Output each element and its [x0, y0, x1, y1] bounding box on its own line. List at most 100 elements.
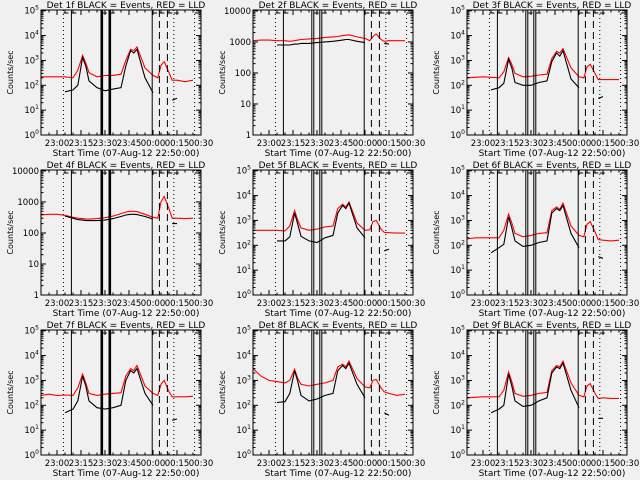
y-tick-exponent: 2 [247, 399, 251, 406]
y-tick-exponent: 0 [461, 289, 465, 296]
y-tick-label: 105 [450, 165, 465, 177]
x-tick-label: 23:00 [471, 459, 496, 469]
x-axis-label: Start Time (07-Aug-12 22:50:00) [479, 469, 626, 479]
x-tick-label: 23:45 [329, 139, 354, 149]
x-tick-label: 23:15 [495, 299, 520, 309]
y-tick-exponent: 2 [461, 239, 465, 246]
y-axis-label: Counts/sec [218, 210, 227, 254]
x-tick-label: 23:45 [543, 299, 568, 309]
y-tick-exponent: 4 [247, 190, 251, 197]
y-tick-exponent: 3 [247, 374, 251, 381]
x-tick-label: 00:00 [353, 459, 378, 469]
x-tick-label: 23:15 [69, 299, 94, 309]
y-tick-label: 101 [450, 424, 465, 436]
y-axis-label: Counts/sec [6, 50, 15, 94]
y-tick-exponent: 2 [35, 79, 39, 86]
x-tick-label: 23:30 [519, 459, 544, 469]
x-tick-label: 00:30 [615, 139, 640, 149]
y-tick-label: 105 [236, 325, 251, 337]
y-axis-label: Counts/sec [6, 210, 15, 254]
x-tick-label: 23:30 [93, 139, 118, 149]
x-tick-label: 00:15 [377, 459, 402, 469]
y-tick-exponent: 4 [35, 30, 39, 37]
x-tick-label: 23:45 [117, 139, 142, 149]
y-tick-exponent: 0 [461, 449, 465, 456]
x-tick-label: 00:30 [189, 459, 214, 469]
y-tick-label: 10000 [12, 167, 39, 177]
series-lld-line [41, 45, 194, 83]
x-tick-label: 23:45 [543, 459, 568, 469]
y-axis-label: Counts/sec [218, 370, 227, 414]
x-tick-label: 00:15 [165, 299, 190, 309]
series-events-line [277, 201, 390, 252]
y-tick-label: 1000 [17, 198, 39, 208]
y-tick-exponent: 1 [247, 264, 251, 271]
panel-title: Det 3f BLACK = Events, RED = LLD [473, 1, 632, 11]
x-tick-label: 00:15 [377, 299, 402, 309]
y-tick-exponent: 5 [461, 5, 465, 12]
y-tick-label: 103 [236, 374, 251, 386]
y-tick-exponent: 2 [35, 399, 39, 406]
x-tick-label: 00:30 [401, 299, 426, 309]
panel-det-4: 1 10 100 1000 10000 23:00 23:15 23:30 23:45 00:00… [6, 161, 213, 319]
y-tick-label: 10 [28, 260, 39, 270]
y-tick-exponent: 4 [247, 350, 251, 357]
y-tick-label: 104 [236, 350, 251, 362]
x-tick-label: 23:00 [257, 459, 282, 469]
y-tick-label: 1 [34, 291, 39, 301]
y-tick-label: 102 [24, 79, 39, 91]
y-tick-exponent: 2 [461, 399, 465, 406]
y-tick-exponent: 0 [247, 449, 251, 456]
x-tick-label: 23:00 [257, 299, 282, 309]
y-tick-exponent: 2 [247, 239, 251, 246]
y-tick-label: 100 [236, 289, 251, 301]
y-tick-label: 102 [236, 239, 251, 251]
panel-title: Det 9f BLACK = Events, RED = LLD [473, 321, 632, 331]
panel-title: Det 4f BLACK = Events, RED = LLD [47, 161, 206, 171]
y-tick-label: 100 [450, 129, 465, 141]
y-tick-label: 105 [236, 165, 251, 177]
x-tick-label: 23:15 [281, 299, 306, 309]
y-tick-label: 102 [450, 399, 465, 411]
x-tick-label: 00:00 [567, 299, 592, 309]
x-axis-label: Start Time (07-Aug-12 22:50:00) [265, 149, 412, 159]
y-tick-exponent: 5 [35, 5, 39, 12]
x-tick-label: 00:00 [141, 299, 166, 309]
x-tick-label: 00:30 [189, 299, 214, 309]
x-tick-label: 23:45 [117, 459, 142, 469]
y-tick-exponent: 1 [35, 424, 39, 431]
x-tick-label: 23:45 [329, 459, 354, 469]
y-tick-label: 10000 [224, 7, 251, 17]
series-events-line [490, 204, 604, 259]
y-tick-label: 101 [450, 264, 465, 276]
y-tick-label: 105 [450, 325, 465, 337]
x-tick-label: 23:30 [305, 139, 330, 149]
series-events-line [277, 38, 390, 46]
x-tick-label: 00:15 [591, 139, 616, 149]
x-axis-label: Start Time (07-Aug-12 22:50:00) [265, 309, 412, 319]
plot-frame [40, 9, 202, 136]
x-tick-label: 00:00 [353, 139, 378, 149]
series-events-line [490, 361, 603, 419]
y-tick-label: 103 [24, 54, 39, 66]
x-tick-label: 00:30 [401, 139, 426, 149]
x-tick-label: 23:15 [69, 459, 94, 469]
y-tick-label: 102 [236, 399, 251, 411]
y-tick-exponent: 1 [35, 104, 39, 111]
x-tick-label: 23:00 [257, 139, 282, 149]
y-tick-label: 1 [246, 131, 251, 141]
y-tick-label: 104 [24, 30, 39, 42]
x-tick-label: 00:30 [615, 299, 640, 309]
x-tick-label: 23:30 [93, 299, 118, 309]
x-tick-label: 23:00 [45, 139, 70, 149]
x-tick-label: 00:00 [141, 459, 166, 469]
y-tick-label: 100 [24, 449, 39, 461]
y-tick-exponent: 0 [35, 129, 39, 136]
x-tick-label: 23:30 [305, 459, 330, 469]
x-axis-label: Start Time (07-Aug-12 22:50:00) [265, 469, 412, 479]
